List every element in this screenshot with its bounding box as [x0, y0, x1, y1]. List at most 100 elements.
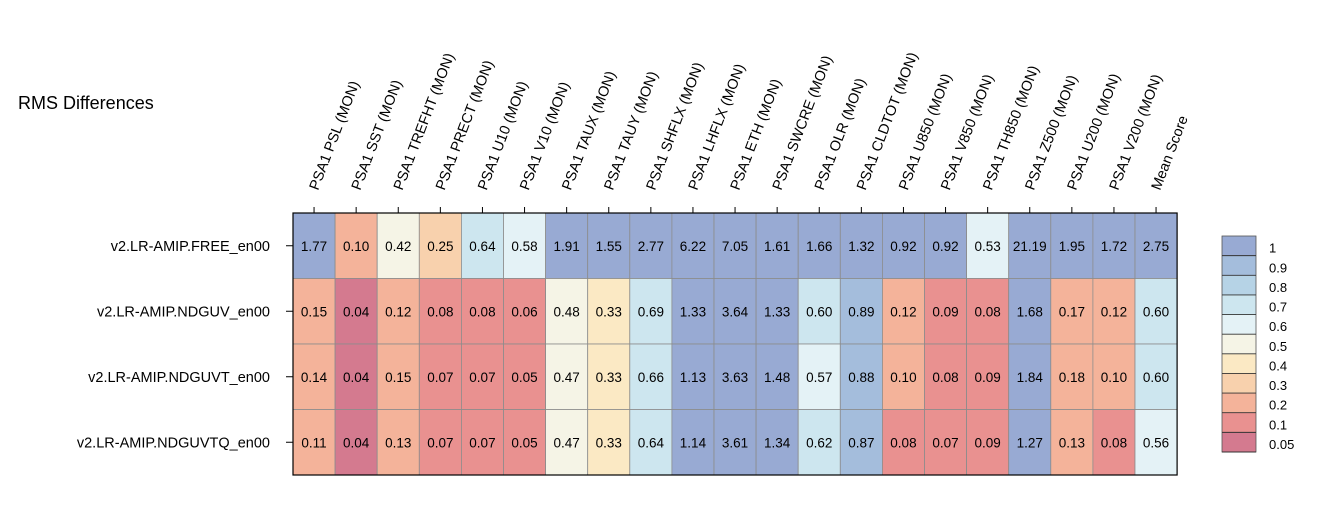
cell-value-label: 0.08	[469, 304, 495, 319]
heatmap-cell	[503, 212, 546, 279]
cell-value-label: 1.91	[554, 239, 580, 254]
cell-value-label: 0.89	[848, 304, 874, 319]
cell-value-label: 0.12	[385, 304, 411, 319]
heatmap-cell	[924, 343, 967, 410]
cell-value-label: 0.15	[385, 370, 411, 385]
heatmap-cell	[334, 212, 378, 279]
cell-value-label: 0.09	[975, 370, 1001, 385]
cell-value-label: 1.34	[764, 435, 791, 450]
colorbar-tick-label: 0.9	[1269, 260, 1287, 275]
heatmap-cell	[460, 409, 504, 476]
colorbar-segment	[1222, 432, 1256, 452]
heatmap-cell	[1008, 409, 1052, 476]
heatmap-cell	[713, 343, 757, 410]
heatmap-cell	[713, 278, 757, 345]
cell-value-label: 0.10	[1101, 370, 1127, 385]
heatmap-cell	[545, 278, 589, 345]
colorbar-tick-label: 0.7	[1269, 300, 1287, 315]
cell-value-label: 1.48	[764, 370, 790, 385]
cell-value-label: 0.62	[806, 435, 832, 450]
cell-value-label: 0.48	[554, 304, 580, 319]
cell-value-label: 0.07	[932, 435, 958, 450]
heatmap-cell	[671, 212, 715, 279]
heatmap-cell	[671, 343, 715, 410]
cell-value-label: 0.92	[890, 239, 916, 254]
heatmap-cell	[376, 343, 420, 410]
heatmap-cells: 1.77 0.10 0.42 0.25 0.64 0.58 1.91 1.55 2.77 6.22…	[292, 212, 1178, 476]
cell-value-label: 0.10	[890, 370, 916, 385]
colorbar-tick-label: 0.5	[1269, 339, 1287, 354]
heatmap-cell	[587, 409, 631, 476]
cell-value-label: 0.87	[848, 435, 874, 450]
heatmap-cell	[924, 409, 967, 476]
cell-value-label: 0.08	[1101, 435, 1127, 450]
cell-value-label: 0.10	[343, 239, 369, 254]
cell-value-label: 0.58	[511, 239, 537, 254]
colorbar-segment	[1222, 393, 1256, 413]
colorbar-legend: 1 0.9 0.8 0.7 0.6 0.5 0.4 0.3 0.2 0.1 0.05	[1221, 235, 1294, 453]
cell-value-label: 3.63	[722, 370, 748, 385]
cell-value-label: 0.05	[511, 370, 537, 385]
cell-value-label: 2.75	[1143, 239, 1169, 254]
cell-value-label: 0.57	[806, 370, 832, 385]
heatmap-border	[292, 212, 1178, 476]
colorbar-segment	[1222, 275, 1256, 295]
heatmap-cell	[334, 409, 378, 476]
cell-value-label: 1.61	[764, 239, 790, 254]
cell-value-label: 0.08	[427, 304, 453, 319]
cell-value-label: 1.77	[301, 239, 327, 254]
cell-value-label: 0.18	[1059, 370, 1085, 385]
cell-value-label: 6.22	[680, 239, 706, 254]
cell-value-label: 0.12	[1101, 304, 1127, 319]
heatmap-cell	[460, 212, 504, 279]
heatmap-cell	[629, 278, 673, 345]
heatmap-cell	[1008, 278, 1052, 345]
cell-value-label: 0.07	[469, 370, 495, 385]
cell-value-label: 1.33	[680, 304, 706, 319]
cell-value-label: 1.84	[1017, 370, 1044, 385]
cell-value-label: 0.07	[469, 435, 495, 450]
cell-value-label: 0.25	[427, 239, 453, 254]
heatmap-cell	[1050, 212, 1094, 279]
colorbar-tick-label: 0.4	[1269, 358, 1287, 373]
cell-value-label: 1.13	[680, 370, 706, 385]
cell-value-label: 0.60	[1143, 304, 1169, 319]
heatmap-cell	[334, 343, 378, 410]
heatmap-cell	[755, 212, 799, 279]
cell-value-label: 0.56	[1143, 435, 1169, 450]
colorbar-segment	[1222, 255, 1256, 276]
heatmap-cell	[376, 278, 420, 345]
heatmap-cell	[755, 343, 799, 410]
colorbar-tick-label: 0.05	[1269, 437, 1294, 452]
cell-value-label: 1.55	[596, 239, 622, 254]
cell-value-label: 1.14	[680, 435, 707, 450]
cell-value-label: 0.09	[975, 435, 1001, 450]
heatmap-cell	[1050, 278, 1094, 345]
chart-title: RMS Differences	[18, 93, 154, 113]
heatmap-cell	[1134, 409, 1178, 476]
cell-value-label: 1.72	[1101, 239, 1127, 254]
cell-value-label: 0.17	[1059, 304, 1085, 319]
colorbar-segment	[1222, 314, 1256, 335]
colorbar-segment	[1222, 373, 1256, 394]
heatmap-cell	[1092, 409, 1136, 476]
heatmap-cell	[545, 343, 589, 410]
cell-value-label: 0.47	[554, 435, 580, 450]
cell-value-label: 0.33	[596, 304, 622, 319]
heatmap-cell	[629, 343, 673, 410]
cell-value-label: 0.69	[638, 304, 664, 319]
cell-value-label: 1.32	[848, 239, 874, 254]
cell-value-label: 0.33	[596, 435, 622, 450]
cell-value-label: 2.77	[638, 239, 664, 254]
colorbar-tick-label: 0.3	[1269, 378, 1287, 393]
cell-value-label: 3.64	[722, 304, 749, 319]
cell-value-label: 3.61	[722, 435, 748, 450]
heatmap-cell	[924, 278, 967, 345]
cell-value-label: 0.64	[469, 239, 496, 254]
cell-value-label: 0.09	[932, 304, 958, 319]
row-labels: v2.LR-AMIP.FREE_en00 v2.LR-AMIP.NDGUV_en0…	[77, 239, 293, 451]
cell-value-label: 0.05	[511, 435, 537, 450]
cell-value-label: 0.13	[385, 435, 411, 450]
row-label: v2.LR-AMIP.NDGUVTQ_en00	[77, 435, 270, 451]
heatmap-cell	[1134, 343, 1178, 410]
